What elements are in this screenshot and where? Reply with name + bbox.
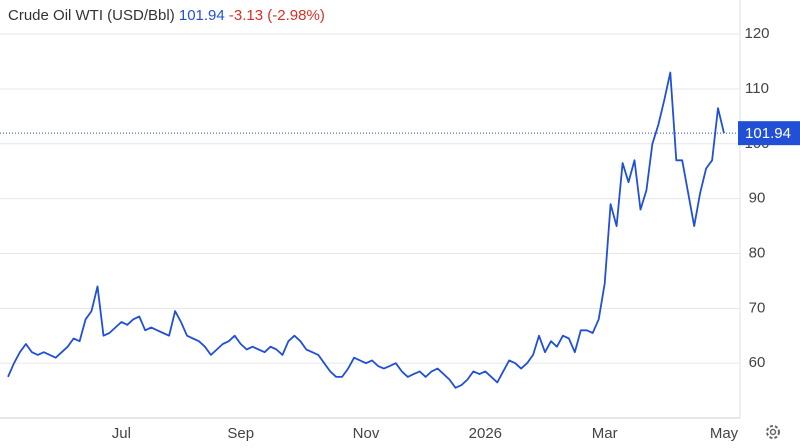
y-tick-label: 80 bbox=[749, 244, 766, 261]
y-tick-label: 120 bbox=[744, 25, 769, 42]
instrument-name: Crude Oil WTI (USD/Bbl) bbox=[8, 7, 175, 24]
gear-teeth[interactable] bbox=[766, 425, 780, 439]
y-tick-label: 110 bbox=[745, 80, 769, 97]
x-tick-label: Mar bbox=[592, 425, 618, 442]
x-tick-label: Sep bbox=[227, 425, 254, 442]
y-tick-label: 90 bbox=[749, 190, 766, 207]
gear-hub[interactable] bbox=[769, 428, 777, 436]
x-tick-label: Jul bbox=[112, 425, 131, 442]
x-tick-label: Nov bbox=[353, 425, 380, 442]
last-price-badge bbox=[738, 121, 800, 146]
settings-icon[interactable] bbox=[766, 425, 780, 439]
x-tick-label: 2026 bbox=[469, 425, 502, 442]
chart-title: Crude Oil WTI (USD/Bbl) 101.94 -3.13 (-2… bbox=[8, 7, 325, 24]
y-tick-label: 60 bbox=[749, 354, 766, 371]
change: -3.13 bbox=[229, 7, 263, 24]
price: 101.94 bbox=[179, 7, 225, 24]
change-percent: (-2.98%) bbox=[267, 7, 325, 24]
y-tick-label: 70 bbox=[749, 299, 766, 316]
last-price-label: 101.94 bbox=[745, 125, 791, 142]
price-line bbox=[7, 71, 725, 389]
x-tick-label: May bbox=[710, 425, 739, 442]
